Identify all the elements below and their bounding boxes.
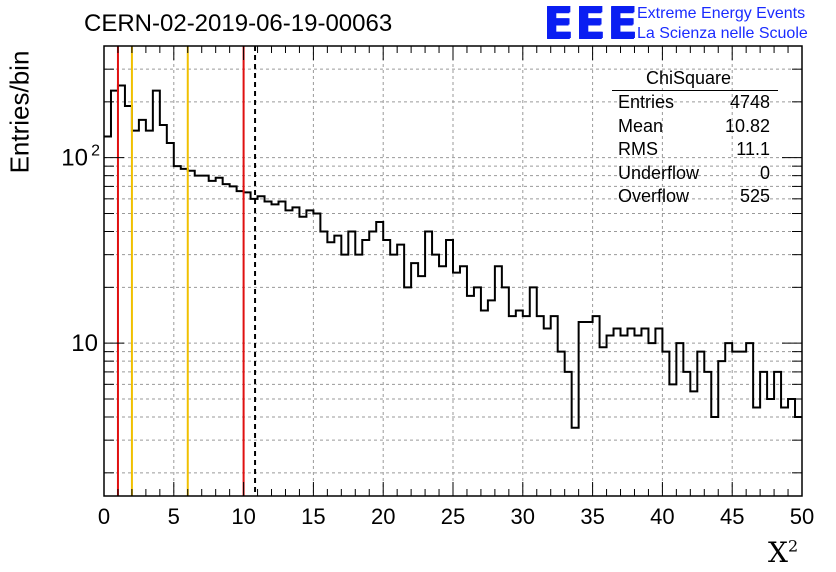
stats-value: 0 — [759, 162, 770, 183]
eee-logo: EEE — [543, 0, 640, 49]
x-tick-label: 50 — [790, 504, 814, 529]
logo-line-2: La Scienza nelle Scuole — [637, 25, 808, 42]
stats-label: Underflow — [618, 162, 700, 183]
x-tick-label: 0 — [98, 504, 110, 529]
stats-row-entries: Entries 4748 — [618, 92, 770, 113]
stats-row-overflow: Overflow 525 — [618, 186, 770, 207]
x-tick-label: 35 — [580, 504, 604, 529]
histogram-line — [104, 84, 802, 429]
stats-value: 4748 — [729, 92, 770, 112]
chart-title: CERN-02-2019-06-19-00063 — [84, 10, 393, 37]
stats-box-title: ChiSquare — [646, 68, 732, 88]
x-axis-label: X2 — [768, 536, 799, 569]
stats-label: RMS — [618, 139, 658, 159]
stats-row-underflow: Underflow 0 — [618, 163, 770, 184]
stats-box-divider — [612, 90, 778, 91]
histogram-series — [104, 84, 802, 429]
stats-value: 525 — [739, 186, 770, 206]
x-tick-label: 20 — [371, 504, 395, 529]
x-tick-label: 10 — [231, 504, 255, 529]
x-tick-label: 5 — [168, 504, 180, 529]
x-tick-labels: 0 5 10 15 20 25 30 35 40 45 50 — [98, 504, 814, 529]
stats-row-rms: RMS 11.1 — [618, 139, 770, 160]
x-tick-label: 25 — [441, 504, 465, 529]
y-tick-label-exponent: 2 — [91, 143, 100, 160]
stats-label: Overflow — [618, 186, 690, 206]
threshold-lines — [116, 46, 257, 496]
axis-ticks — [103, 45, 803, 496]
plot-frame — [103, 45, 803, 497]
x-tick-label: 15 — [301, 504, 325, 529]
logo-line-1: Extreme Energy Events — [637, 5, 806, 22]
x-tick-label: 45 — [720, 504, 744, 529]
stats-row-mean: Mean 10.82 — [618, 116, 770, 137]
stats-label: Entries — [618, 92, 675, 112]
stats-value: 10.82 — [724, 115, 770, 136]
stats-value: 11.1 — [736, 139, 770, 159]
stats-label: Mean — [618, 115, 664, 136]
x-tick-label: 40 — [650, 504, 674, 529]
y-tick-label: 10 — [61, 145, 88, 172]
x-tick-label: 30 — [511, 504, 535, 529]
y-tick-label: 10 — [71, 330, 98, 357]
